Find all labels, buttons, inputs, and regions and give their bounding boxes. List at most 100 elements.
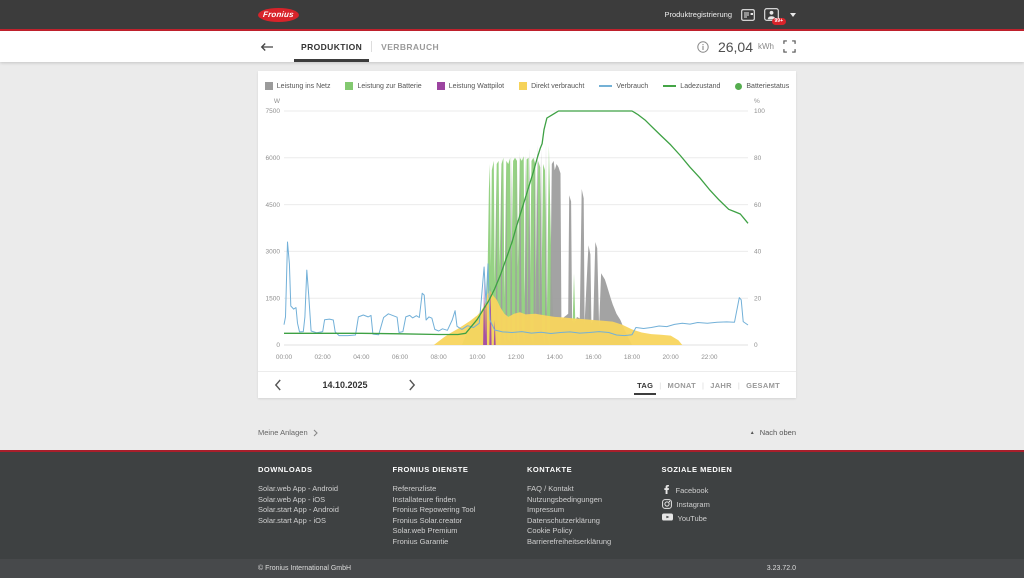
product-registration-link[interactable]: Produktregistrierung: [664, 10, 732, 19]
social-link-youtube[interactable]: YouTube: [661, 512, 797, 526]
legend-swatch: [599, 85, 613, 87]
footer-column-title: SOZIALE MEDIEN: [661, 465, 733, 474]
back-button[interactable]: [258, 38, 276, 56]
back-to-top-button[interactable]: ▲ Nach oben: [750, 428, 796, 437]
legend-item[interactable]: Leistung zur Batterie: [345, 82, 422, 90]
legend-label: Leistung ins Netz: [276, 82, 331, 90]
range-tab-tag[interactable]: TAG: [631, 374, 659, 397]
footer-link[interactable]: Solar.start App - iOS: [258, 515, 326, 525]
tab-verbrauch[interactable]: VERBRAUCH: [381, 41, 440, 52]
next-day-button[interactable]: [402, 376, 422, 394]
chart-legend: Leistung ins Netz Leistung zur Batterie Le…: [258, 71, 796, 93]
x-axis-tick: 02:00: [315, 354, 332, 361]
range-tab-monat[interactable]: MONAT: [667, 380, 696, 390]
legend-label: Batteriestatus: [746, 82, 790, 90]
footer-link[interactable]: Referenzliste: [392, 484, 437, 493]
tab-produktion[interactable]: PRODUKTION: [292, 31, 371, 62]
x-axis-tick: 04:00: [353, 354, 370, 361]
breadcrumb-chevron-icon: [313, 429, 318, 436]
footer-column-title: KONTAKTE: [527, 465, 573, 474]
legend-swatch: [436, 82, 445, 90]
series-leistung-wattpilot: [483, 279, 496, 345]
previous-day-button[interactable]: [268, 376, 288, 394]
view-tabs: PRODUKTION VERBRAUCH: [292, 31, 448, 62]
social-link-facebook[interactable]: Facebook: [662, 484, 797, 499]
social-label: Instagram: [676, 500, 710, 509]
series-ladezustand: [284, 110, 749, 336]
legend-item[interactable]: Leistung ins Netz: [264, 82, 331, 90]
x-axis-tick: 00:00: [276, 354, 293, 361]
x-axis-tick: 22:00: [701, 354, 718, 361]
footer-link[interactable]: Barrierefreiheitserklärung: [527, 536, 612, 546]
footer-link[interactable]: Datenschutzerklärung: [527, 515, 600, 525]
account-button[interactable]: 99+: [764, 8, 786, 25]
legend-item[interactable]: Direkt verbraucht: [519, 82, 584, 90]
version-number: 3.23.72.0: [766, 565, 796, 572]
y-axis-left-tick: 6000: [266, 155, 281, 162]
chevron-left-icon: [274, 379, 281, 391]
x-axis-tick: 08:00: [431, 354, 448, 361]
facebook-icon: [662, 484, 671, 499]
x-axis-tick: 18:00: [624, 354, 641, 361]
footer-link[interactable]: Fronius Solar.creator: [392, 515, 463, 525]
range-separator: |: [659, 380, 662, 390]
footer-link[interactable]: Solar.web App - Android: [258, 484, 339, 493]
legend-item[interactable]: Ladezustand: [663, 83, 720, 90]
production-chart[interactable]: 0 1500 3000 4500 6000 7500 0 20 40 60 80 100 W % 00:00…: [258, 93, 796, 371]
product-registration-icon[interactable]: [741, 8, 755, 21]
footer-link[interactable]: Impressum: [527, 505, 565, 514]
series-leistung-ins-netz: [495, 142, 632, 345]
scroll-top-icon: ▲: [749, 429, 755, 436]
copyright-text: © Fronius International GmbH: [258, 565, 352, 572]
x-axis-tick: 12:00: [508, 354, 525, 361]
footer-link[interactable]: Fronius Repowering Tool: [392, 505, 476, 514]
fullscreen-icon[interactable]: [783, 40, 796, 53]
info-icon[interactable]: [697, 40, 709, 53]
back-to-top-label: Nach oben: [759, 428, 796, 437]
footer-link[interactable]: Nutzungsbedingungen: [527, 494, 603, 504]
fronius-logo[interactable]: Fronius: [258, 7, 299, 22]
site-footer: DOWNLOADS Solar.web App - Android Solar.we…: [0, 450, 1024, 559]
footer-link[interactable]: Solar.web App - iOS: [258, 494, 326, 504]
range-tab-jahr[interactable]: JAHR: [710, 380, 732, 390]
footer-column: KONTAKTE FAQ / Kontakt Nutzungsbedingungen…: [527, 465, 662, 547]
youtube-icon: [661, 512, 673, 526]
footer-link[interactable]: Solar.start App - Android: [258, 505, 339, 514]
x-axis-tick: 10:00: [469, 354, 486, 361]
tab-divider: [371, 41, 373, 52]
chevron-right-icon: [409, 379, 416, 391]
legend-item[interactable]: Leistung Wattpilot: [436, 82, 504, 90]
account-menu-caret-icon[interactable]: [790, 12, 796, 17]
x-axis-tick: 20:00: [663, 354, 680, 361]
footer-column-social: SOZIALE MEDIEN Facebook Instagram YouTube: [661, 465, 797, 547]
footer-column: DOWNLOADS Solar.web App - Android Solar.we…: [258, 465, 393, 547]
view-header: PRODUKTION VERBRAUCH 26,04 kWh: [0, 31, 1024, 62]
top-navigation-bar: Fronius Produktregistrierung 99+: [0, 0, 1024, 31]
range-separator: |: [737, 380, 741, 390]
y-axis-right-tick: 40: [754, 249, 762, 256]
selected-date[interactable]: 14.10.2025: [322, 380, 368, 390]
footer-link[interactable]: Fronius Garantie: [392, 536, 449, 546]
footer-link[interactable]: Installateure finden: [392, 494, 456, 504]
legend-swatch: [264, 82, 273, 90]
x-axis-tick: 06:00: [392, 354, 409, 361]
footer-link[interactable]: FAQ / Kontakt: [527, 484, 574, 493]
legend-label: Ladezustand: [680, 82, 721, 90]
notification-badge: 99+: [771, 18, 786, 25]
footer-link[interactable]: Cookie Policy: [527, 526, 573, 535]
y-axis-left-unit: W: [274, 98, 281, 105]
legend-item[interactable]: Verbrauch: [599, 83, 648, 90]
legend-item[interactable]: Batteriestatus: [735, 82, 790, 90]
bottom-bar: © Fronius International GmbH 3.23.72.0: [0, 559, 1024, 578]
footer-column: FRONIUS DIENSTE Referenzliste Installateur…: [393, 465, 528, 547]
fronius-logo-text: Fronius: [262, 10, 295, 19]
social-link-instagram[interactable]: Instagram: [661, 498, 797, 513]
social-label: Facebook: [675, 486, 709, 495]
range-tab-gesamt[interactable]: GESAMT: [746, 380, 780, 390]
footer-link[interactable]: Solar.web Premium: [392, 526, 458, 535]
legend-swatch: [663, 85, 677, 87]
breadcrumb[interactable]: Meine Anlagen: [258, 428, 318, 437]
legend-label: Leistung zur Batterie: [357, 82, 422, 90]
series-direkt-verbraucht: [433, 290, 683, 345]
production-chart-card: Leistung ins Netz Leistung zur Batterie Le…: [258, 71, 796, 398]
